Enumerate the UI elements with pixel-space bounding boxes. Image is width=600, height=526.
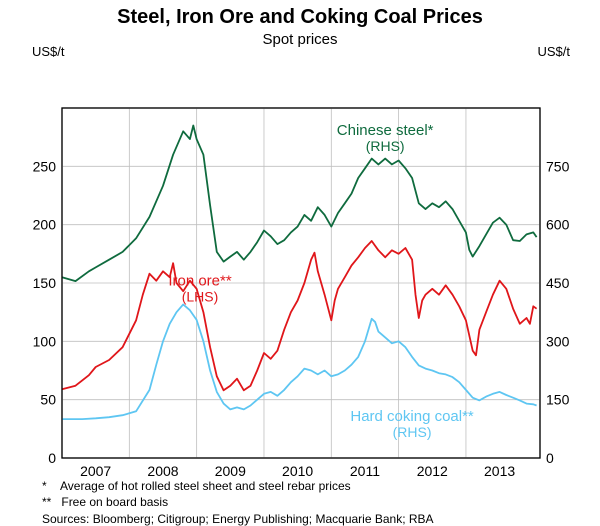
svg-text:250: 250 (33, 158, 57, 174)
chart-container: Steel, Iron Ore and Coking Coal Prices S… (0, 0, 600, 502)
svg-text:2013: 2013 (484, 463, 515, 478)
svg-text:100: 100 (33, 333, 57, 349)
svg-text:(RHS): (RHS) (366, 138, 405, 154)
svg-text:Hard coking coal**: Hard coking coal** (350, 408, 474, 425)
svg-text:0: 0 (48, 450, 56, 466)
right-axis-unit: US$/t (537, 44, 570, 59)
svg-text:(RHS): (RHS) (393, 424, 432, 440)
svg-text:2008: 2008 (147, 463, 178, 478)
svg-text:Iron ore**: Iron ore** (168, 272, 232, 289)
svg-text:50: 50 (40, 392, 56, 408)
footnote-2: ** Free on board basis (0, 494, 600, 510)
svg-text:150: 150 (33, 275, 57, 291)
footnote-1: * Average of hot rolled steel sheet and … (0, 478, 600, 494)
chart-subtitle: Spot prices (0, 29, 600, 48)
svg-text:600: 600 (546, 217, 570, 233)
left-axis-unit: US$/t (32, 44, 65, 59)
svg-text:200: 200 (33, 217, 57, 233)
sources-line: Sources: Bloomberg; Citigroup; Energy Pu… (0, 510, 600, 526)
svg-text:750: 750 (546, 158, 570, 174)
svg-text:Chinese steel*: Chinese steel* (337, 122, 434, 139)
svg-text:2012: 2012 (417, 463, 448, 478)
svg-text:2011: 2011 (350, 463, 380, 478)
svg-text:150: 150 (546, 392, 570, 408)
svg-text:0: 0 (546, 450, 554, 466)
svg-text:2007: 2007 (80, 463, 111, 478)
svg-text:450: 450 (546, 275, 570, 291)
svg-text:2009: 2009 (215, 463, 246, 478)
svg-text:300: 300 (546, 333, 570, 349)
chart-title: Steel, Iron Ore and Coking Coal Prices (0, 0, 600, 29)
plot-area: 0 50 100 150 200 250 0 150 300 450 600 750 2007 2008 2… (0, 48, 600, 478)
svg-text:(LHS): (LHS) (182, 288, 219, 304)
svg-text:2010: 2010 (282, 463, 313, 478)
